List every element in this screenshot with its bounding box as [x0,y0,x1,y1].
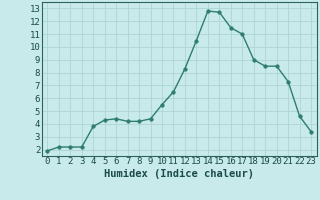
X-axis label: Humidex (Indice chaleur): Humidex (Indice chaleur) [104,169,254,179]
